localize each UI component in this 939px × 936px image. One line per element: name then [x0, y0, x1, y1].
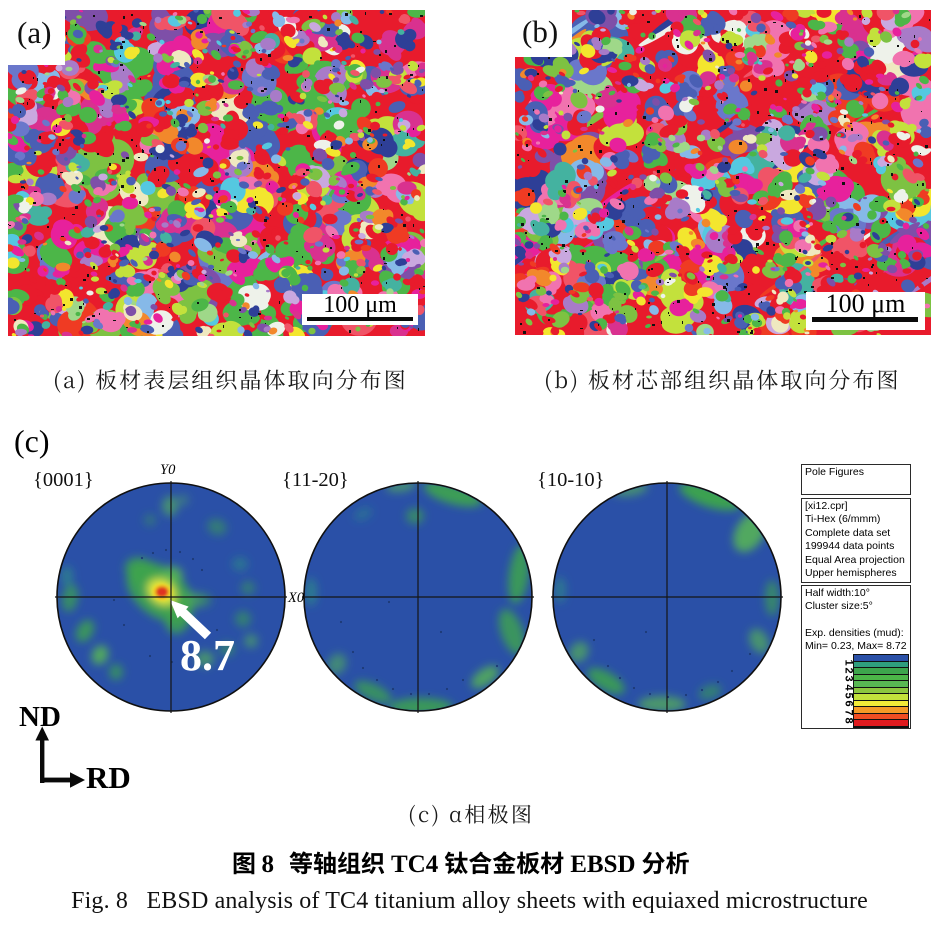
svg-text:8.7: 8.7: [180, 631, 235, 680]
